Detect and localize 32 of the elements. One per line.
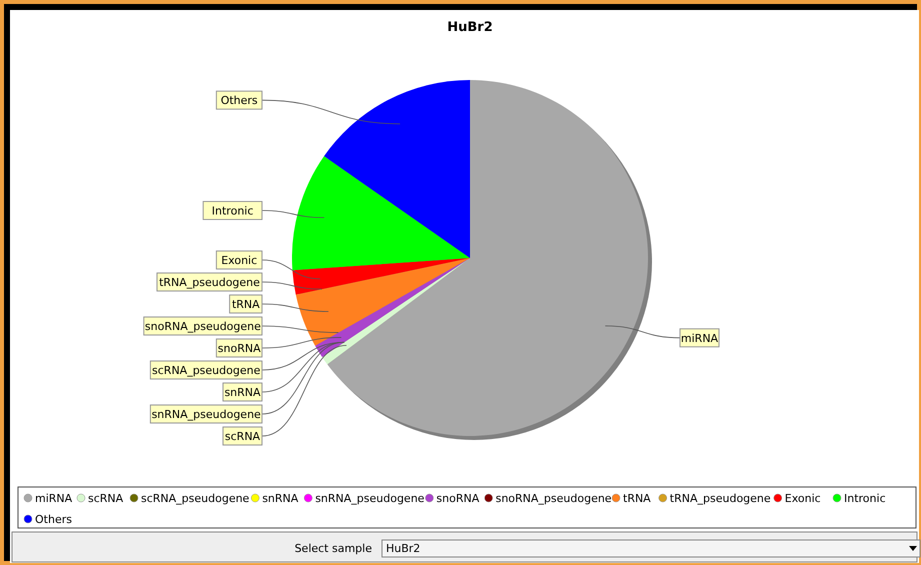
pie-slice	[324, 80, 470, 258]
pie-slice	[327, 80, 648, 436]
category-label: snRNA	[224, 386, 261, 399]
legend-label: Intronic	[844, 492, 886, 505]
category-label: tRNA_pseudogene	[159, 276, 260, 289]
legend-label: scRNA_pseudogene	[141, 492, 250, 505]
chart-title: HuBr2	[447, 20, 493, 35]
category-label: snRNA_pseudogene	[152, 408, 261, 421]
text: Select sample	[294, 542, 372, 555]
legend-label: snRNA_pseudogene	[315, 492, 425, 505]
legend-label: tRNA_pseudogene	[670, 492, 771, 505]
slice-label: Exonic	[221, 254, 258, 267]
slice-label: snoRNA	[218, 342, 262, 355]
category-label: scRNA_pseudogene	[152, 364, 260, 377]
legend-label: miRNA	[35, 492, 73, 505]
legend-label: tRNA	[623, 492, 652, 505]
slice-label: Intronic	[212, 204, 254, 218]
pie-slice	[292, 156, 470, 270]
category-label: snoRNA_pseudogene	[144, 320, 261, 333]
pie-slice	[296, 258, 470, 346]
legend-label: snoRNA_pseudogene	[496, 492, 612, 505]
legend-label: Others	[35, 513, 72, 526]
legend-label: Exonic	[784, 492, 821, 505]
slice-label: scRNA	[224, 430, 261, 443]
pie-slice	[292, 258, 470, 295]
legend-label: snoRNA	[436, 492, 480, 505]
slice-label: tRNA	[232, 298, 260, 311]
text: HuBr2	[386, 542, 420, 555]
slice-label: miRNA	[680, 332, 719, 345]
legend-label: scRNA	[88, 492, 124, 505]
slice-label: Others	[220, 94, 258, 108]
legend-label: snRNA	[262, 492, 299, 505]
